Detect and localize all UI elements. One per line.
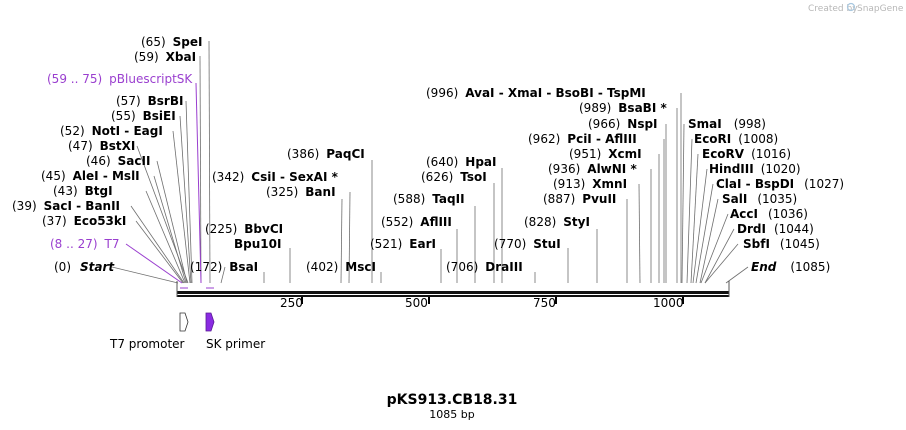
site-label-eari: (521) EarI — [370, 237, 436, 251]
site-label-xcmi: (951) XcmI — [569, 147, 642, 161]
site-label-alei-msli: (45) AleI - MslI — [41, 169, 140, 183]
map-length: 1085 bp — [429, 408, 474, 421]
site-label-bpu10i: Bpu10I — [234, 237, 281, 251]
ruler-label-250: 250 — [280, 296, 303, 310]
site-label-noti-eagi: (52) NotI - EagI — [60, 124, 163, 138]
site-label-acci: AccI (1036) — [730, 207, 808, 221]
label-connectors — [111, 40, 749, 284]
site-label-bstxi: (47) BstXI — [68, 139, 135, 153]
site-label-end: End (1085) — [751, 260, 830, 274]
feature-label-t7-promoter: T7 promoter — [109, 337, 185, 351]
site-label-nspi: (966) NspI — [588, 117, 658, 131]
site-labels: (0) Start (8 .. 27) T7 (37) Eco53kI (39) Sac… — [12, 35, 844, 274]
site-label-bbvci: (225) BbvCI — [205, 222, 283, 236]
site-label-start: (0) Start — [54, 260, 115, 274]
site-label-pcii-afliii: (962) PciI - AflIII — [528, 132, 637, 146]
site-label-clai-bspdi: ClaI - BspDI (1027) — [716, 177, 844, 191]
site-label-smai: SmaI (998) — [688, 117, 766, 131]
site-label-bsiei: (55) BsiEI — [111, 109, 176, 123]
site-label-afliii: (552) AflIII — [381, 215, 452, 229]
t7-promoter-arrow-icon — [179, 312, 189, 332]
site-label-spei: (65) SpeI — [141, 35, 202, 49]
site-label-bsabi: (989) BsaBI * — [579, 101, 667, 115]
ruler-label-750: 750 — [533, 296, 556, 310]
site-label-draiii: (706) DraIII — [446, 260, 523, 274]
feature-label-t7: (8 .. 27) T7 — [50, 237, 120, 251]
site-label-pvuii: (887) PvuII — [543, 192, 616, 206]
site-label-msci: (402) MscI — [306, 260, 376, 274]
site-label-saci-banii: (39) SacI - BanII — [12, 199, 120, 213]
site-label-paqci: (386) PaqCI — [287, 147, 365, 161]
site-label-alwni: (936) AlwNI * — [548, 162, 637, 176]
feature-label-pbluescriptsk: (59 .. 75) pBluescriptSK — [47, 72, 193, 86]
site-label-avai-xmai-bsobi-tspmi: (996) AvaI - XmaI - BsoBI - TspMI — [426, 86, 646, 100]
site-label-tsoi: (626) TsoI — [421, 170, 487, 184]
site-label-btgi: (43) BtgI — [53, 184, 113, 198]
site-label-ecorv: EcoRV (1016) — [702, 147, 791, 161]
map-title: pKS913.CB18.31 — [387, 392, 518, 408]
site-label-csii-sexai: (342) CsiI - SexAI * — [212, 170, 339, 184]
site-label-hindiii: HindIII (1020) — [709, 162, 801, 176]
site-label-hpai: (640) HpaI — [426, 155, 496, 169]
ruler-label-500: 500 — [405, 296, 428, 310]
backbone-top-strand — [177, 291, 729, 294]
ruler: 250 500 750 1000 — [280, 296, 684, 310]
site-label-ecori: EcoRI (1008) — [694, 132, 778, 146]
site-label-drdi: DrdI (1044) — [737, 222, 814, 236]
backbone-bottom-strand — [177, 295, 729, 297]
site-label-sali: SalI (1035) — [722, 192, 797, 206]
feature-arrows — [179, 312, 215, 332]
credit-brand: SnapGene — [857, 4, 904, 14]
site-label-bsai: (172) BsaI — [190, 260, 258, 274]
site-label-bani: (325) BanI — [266, 185, 336, 199]
site-label-eco53ki: (37) Eco53kI — [42, 214, 126, 228]
ruler-label-1000: 1000 — [653, 296, 684, 310]
site-label-taqii: (588) TaqII — [393, 192, 465, 206]
site-label-xbai: (59) XbaI — [134, 50, 196, 64]
sk-primer-arrow-icon — [205, 312, 215, 332]
site-label-stui: (770) StuI — [494, 237, 561, 251]
site-label-sacii: (46) SacII — [86, 154, 150, 168]
site-label-bsrbi: (57) BsrBI — [116, 94, 183, 108]
site-label-xmni: (913) XmnI — [553, 177, 627, 191]
sequence-backbone — [176, 281, 730, 297]
site-label-sbfi: SbfI (1045) — [743, 237, 820, 251]
feature-label-sk-primer: SK primer — [206, 337, 265, 351]
snapgene-logo-icon — [846, 2, 856, 12]
feature-leaders — [125, 82, 214, 289]
site-label-styi: (828) StyI — [524, 215, 590, 229]
credit-text: Created by — [808, 4, 858, 14]
